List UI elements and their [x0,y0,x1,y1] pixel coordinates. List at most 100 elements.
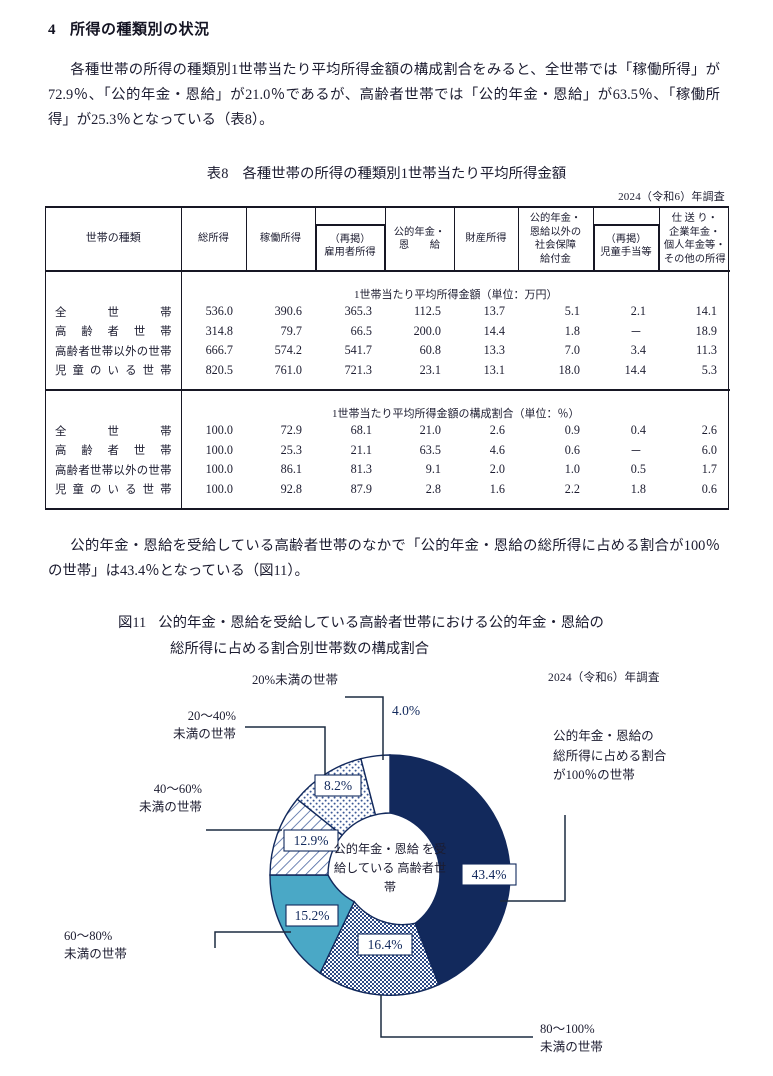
cell-value: 0.4 [630,423,646,438]
band-1-spacer [46,271,182,302]
col-header-household-type: 世帯の種類 [46,208,182,272]
cell-value: 79.7 [280,323,302,338]
table-band-row-2: 1世帯当たり平均所得金額の構成割合（単位：％） [46,391,730,421]
row-label: 全世帯 [46,421,182,441]
row-label: 全世帯 [46,302,182,322]
cell-value: 761.0 [274,362,302,377]
cell-value: 7.0 [564,343,580,358]
cell-value: 66.5 [350,323,372,338]
cell-value: 0.5 [630,462,646,477]
value-16-4: 16.4% [368,937,403,952]
cell-value: 0.9 [564,423,580,438]
band-2-spacer [46,391,182,421]
cell-value: 14.1 [695,304,717,319]
table-row: 児童のいる世帯 820.5 761.0 721.3 23.1 13.1 18.0… [46,360,730,380]
lead-paragraph-text: 各種世帯の所得の種類別1世帯当たり平均所得金額の構成割合をみると、全世帯では「稼… [48,62,720,128]
table-survey-year: 2024（令和6）年調査 [618,191,725,203]
recite-label-1: （再掲） [329,233,371,245]
slice-under-20 [360,754,391,816]
cell-value: 536.0 [205,304,233,319]
col-header-social-security-text: 公的年金・ 恩給以外の 社会保障 給付金 [529,213,582,265]
table-caption-title: 各種世帯の所得の種類別1世帯当たり平均所得金額 [242,166,567,182]
cell-value: 60.8 [419,343,441,358]
cell-value: 721.3 [344,362,372,377]
callout-under-20: 20%未満の世帯 [252,673,339,687]
donut-chart: 43.4% 16.4% 15.2% 12.9% 8.2% 4.0% 公的年金・恩… [0,655,773,1075]
cell-value: 1.7 [701,462,717,477]
cell-value: 68.1 [350,423,372,438]
cell-value: 3.4 [630,343,646,358]
cell-value: 2.6 [701,423,717,438]
table-spacer [46,380,730,390]
cell-value: 365.3 [344,304,372,319]
cell-value: 6.0 [701,442,717,457]
table-row: 全世帯 536.0 390.6 365.3 112.5 13.7 5.1 2.1… [46,302,730,322]
cell-value: 25.3 [280,442,302,457]
cell-value: 100.0 [205,462,233,477]
cell-value: 1.0 [564,462,580,477]
cell-value: 63.5 [419,442,441,457]
col-header-employee-income: （再掲） 雇用者所得 [314,208,386,272]
cell-value: 13.3 [483,343,505,358]
cell-value: 1.6 [489,481,505,496]
cell-value: 1.8 [564,323,580,338]
table-row: 全世帯 100.0 72.9 68.1 21.0 2.6 0.9 0.4 2.6 [46,421,730,441]
cell-value: 13.7 [483,304,505,319]
cell-value: 13.1 [483,362,505,377]
col-header-work-income: 稼働所得 [246,208,316,272]
slice-value-labels [283,700,517,956]
slice-value-text: 43.4% 16.4% 15.2% 12.9% 8.2% 4.0% [294,703,507,952]
cell-value: 100.0 [205,442,233,457]
row-label: 児童のいる世帯 [46,360,182,380]
recite-sub-2: 児童手当等 [600,247,652,258]
band-1-label: 1世帯当たり平均所得金額（単位：万円） [354,289,558,301]
value-4-0: 4.0% [392,703,420,718]
cell-value: 820.5 [205,362,233,377]
cell-value: 0.6 [564,442,580,457]
cell-value: － [629,444,642,459]
lead-paragraph: 各種世帯の所得の種類別1世帯当たり平均所得金額の構成割合をみると、全世帯では「稼… [48,58,720,133]
row-label: 高齢者世帯 [46,440,182,460]
figure-caption: 図11 公的年金・恩給を受給している高齢者世帯における公的年金・恩給の 総所得に占… [118,610,718,662]
cell-value: 314.8 [205,323,233,338]
mid-paragraph-text: 公的年金・恩給を受給している高齢者世帯のなかで「公的年金・恩給の総所得に占める割… [48,538,720,579]
cell-value: 2.6 [489,423,505,438]
table-caption: 表8 各種世帯の所得の種類別1世帯当たり平均所得金額 [0,162,773,183]
col-header-social-security: 公的年金・ 恩給以外の 社会保障 給付金 [518,208,594,272]
cell-value: 100.0 [205,423,233,438]
table-spacer [46,499,730,508]
callout-40-60: 40～60% 未満の世帯 [139,782,202,814]
row-label: 児童のいる世帯 [46,479,182,499]
leader-lines [206,696,566,1038]
col-header-public-pension: 公的年金・ 恩 給 [385,208,455,272]
cell-value: 1.8 [630,481,646,496]
table-row: 高齢者世帯以外の世帯 100.0 86.1 81.3 9.1 2.0 1.0 0… [46,460,730,480]
cell-value: 2.1 [630,304,646,319]
figure-caption-line2: 総所得に占める割合別世帯数の構成割合 [170,641,430,657]
cell-value: 5.1 [564,304,580,319]
callout-80-100: 80～100% 未満の世帯 [540,1022,603,1054]
cell-value: 541.7 [344,343,372,358]
cell-value: 72.9 [280,423,302,438]
cell-value: 14.4 [483,323,505,338]
cell-value: 574.2 [274,343,302,358]
callout-60-80: 60～80% 未満の世帯 [64,929,127,961]
band-2-label: 1世帯当たり平均所得金額の構成割合（単位：％） [332,408,580,420]
cell-value: 23.1 [419,362,441,377]
row-label: 高齢者世帯以外の世帯 [46,460,182,480]
cell-value: 86.1 [280,462,302,477]
figure-survey-year: 2024（令和6）年調査 [548,672,660,684]
recite-label-2: （再掲） [605,233,647,245]
table-row: 高齢者世帯以外の世帯 666.7 574.2 541.7 60.8 13.3 7… [46,341,730,361]
cell-value: 5.3 [701,362,717,377]
section-title: 所得の種類別の状況 [70,22,210,38]
section-number: 4 [48,22,56,38]
figure-caption-label: 図11 [118,615,147,631]
donut-chart-svg: 43.4% 16.4% 15.2% 12.9% 8.2% 4.0% [206,696,566,1038]
cell-value: 112.5 [414,304,441,319]
callout-100: 公的年金・恩給の 総所得に占める割合 が100％の世帯 [553,729,667,782]
mid-paragraph: 公的年金・恩給を受給している高齢者世帯のなかで「公的年金・恩給の総所得に占める割… [48,534,720,584]
cell-value: 21.1 [350,442,372,457]
cell-value: 4.6 [489,442,505,457]
table-row: 高齢者世帯 314.8 79.7 66.5 200.0 14.4 1.8 － 1… [46,321,730,341]
